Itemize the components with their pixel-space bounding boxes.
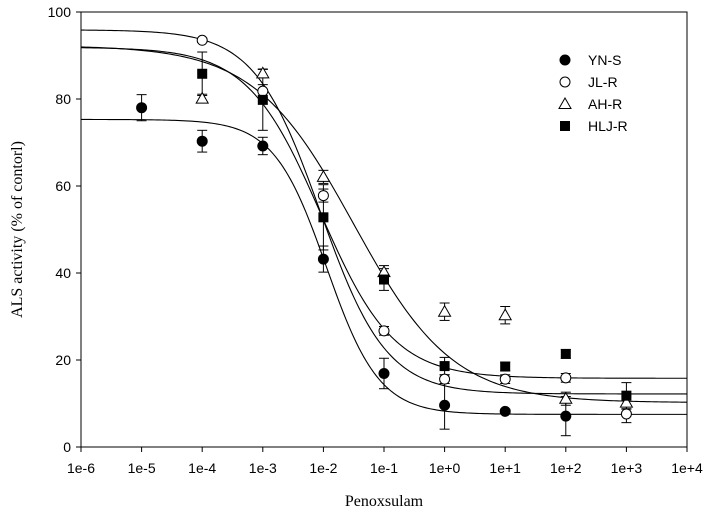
data-point-hlj-r xyxy=(560,348,571,359)
data-point-yn-s xyxy=(196,135,208,147)
legend-label-ah-r: AH-R xyxy=(588,96,622,112)
data-point-jl-r xyxy=(499,373,511,385)
data-point-yn-s xyxy=(136,102,148,114)
y-axis-title: ALS activity (% of contorl) xyxy=(9,141,26,318)
data-point-ah-r xyxy=(195,91,210,104)
data-point-hlj-r xyxy=(439,361,450,372)
data-point-yn-s xyxy=(317,253,329,265)
x-tick-label: 1e-1 xyxy=(370,460,398,476)
data-point-yn-s xyxy=(378,367,390,379)
x-tick-label: 1e-6 xyxy=(67,460,95,476)
data-point-hlj-r xyxy=(379,274,389,285)
fit-curve-jl-r xyxy=(80,29,687,395)
y-tick-label: 0 xyxy=(63,439,71,455)
data-point-hlj-r xyxy=(318,212,329,223)
x-axis-title: Penoxsulam xyxy=(345,493,424,510)
data-point-yn-s xyxy=(499,405,511,417)
data-point-hlj-r xyxy=(197,68,208,79)
data-point-jl-r xyxy=(317,190,329,202)
x-tick-label: 1e-5 xyxy=(128,460,156,476)
data-point-ah-r xyxy=(498,308,513,321)
legend-label-yn-s: YN-S xyxy=(588,52,621,68)
data-point-ah-r xyxy=(437,304,452,317)
legend-marker-jl-r xyxy=(559,76,571,88)
y-tick-label: 40 xyxy=(55,265,71,281)
legend-marker-yn-s xyxy=(559,54,571,66)
data-point-jl-r xyxy=(257,85,269,97)
data-point-yn-s xyxy=(560,410,572,422)
legend-label-jl-r: JL-R xyxy=(588,74,618,90)
x-tick-label: 1e-3 xyxy=(249,460,277,476)
data-point-hlj-r xyxy=(500,361,511,372)
y-tick-label: 100 xyxy=(48,4,72,20)
data-point-jl-r xyxy=(378,325,390,337)
x-tick-label: 1e+1 xyxy=(489,460,521,476)
x-tick-label: 1e+4 xyxy=(671,460,703,476)
data-point-ah-r xyxy=(316,169,331,182)
y-tick-label: 20 xyxy=(55,352,71,368)
data-point-yn-s xyxy=(439,399,451,411)
legend-label-hlj-r: HLJ-R xyxy=(588,118,628,134)
data-point-hlj-r xyxy=(621,390,632,401)
y-tick-label: 80 xyxy=(55,91,71,107)
data-point-ah-r xyxy=(558,391,573,404)
legend-marker-hlj-r xyxy=(560,121,570,131)
data-point-hlj-r xyxy=(257,94,268,105)
x-tick-label: 1e+2 xyxy=(550,460,582,476)
x-tick-label: 1e-2 xyxy=(309,460,337,476)
data-point-ah-r xyxy=(255,66,270,79)
legend: YN-S JL-R AH-R HLJ-R xyxy=(558,52,628,134)
data-point-ah-r xyxy=(619,395,634,408)
x-tick-label: 1e+0 xyxy=(429,460,461,476)
y-tick-label: 60 xyxy=(55,178,71,194)
x-tick-label: 1e+3 xyxy=(611,460,643,476)
data-point-jl-r xyxy=(560,372,572,384)
data-point-jl-r xyxy=(439,373,451,385)
data-point-jl-r xyxy=(620,408,632,420)
legend-marker-ah-r xyxy=(558,96,572,109)
x-tick-label: 1e-4 xyxy=(188,460,216,476)
data-point-jl-r xyxy=(196,34,208,46)
data-point-yn-s xyxy=(257,140,269,152)
